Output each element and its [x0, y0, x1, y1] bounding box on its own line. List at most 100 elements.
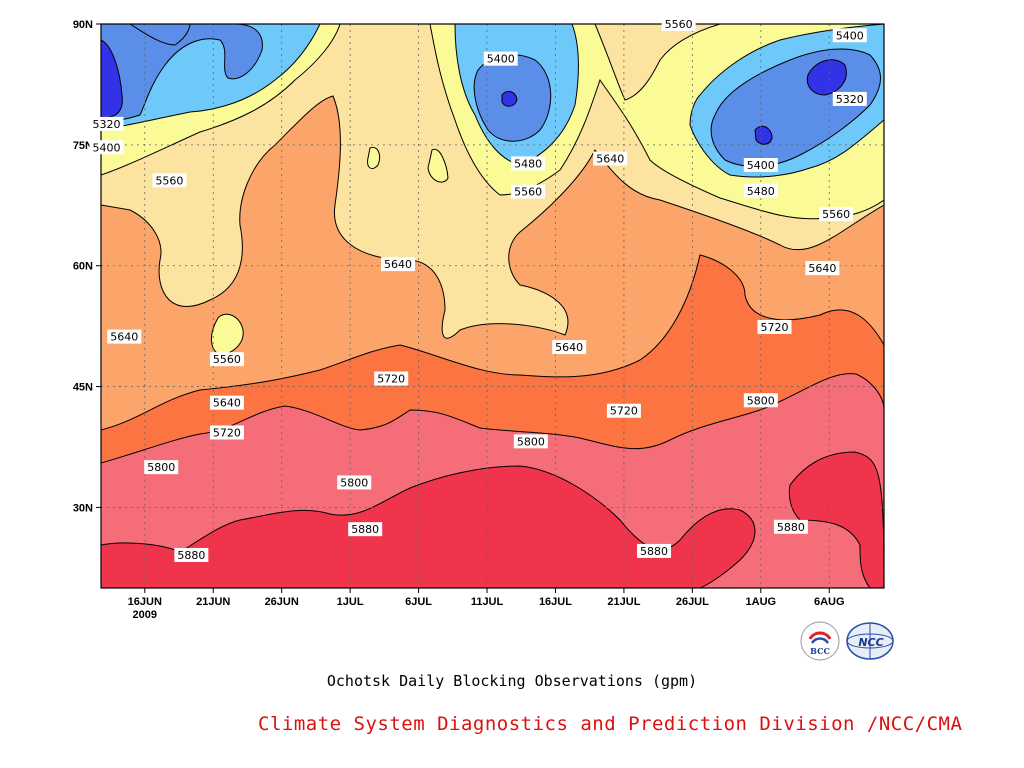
fill-above-5880: [101, 452, 884, 588]
contour-line: [101, 373, 884, 588]
bcc-logo: BCC: [800, 621, 840, 661]
fill-5320-5400: [101, 24, 881, 167]
contour-label: 5560: [661, 17, 696, 31]
contour-label-bg: [483, 51, 518, 66]
contour-label-text: 5880: [351, 523, 379, 536]
x-tick-label: 16JUN: [128, 596, 162, 608]
contour-label-bg: [832, 28, 867, 43]
contour-label: 5400: [832, 28, 867, 43]
contour-label-bg: [552, 340, 587, 355]
contour-label-text: 5800: [147, 461, 175, 474]
contour-label-bg: [805, 261, 840, 276]
contour-label-text: 5480: [747, 185, 775, 198]
contour-label: 5640: [381, 257, 416, 272]
y-tick-label: 45N: [73, 382, 93, 394]
contour-line: [101, 39, 847, 145]
contour-label-text: 5800: [747, 394, 775, 407]
contour-label-text: 5640: [384, 258, 412, 271]
y-axis: 30N 45N 60N 75N 90N: [73, 19, 101, 514]
contour-label-bg: [337, 475, 372, 490]
contour-label: 5320: [89, 116, 124, 131]
y-tick-label: 75N: [73, 140, 93, 152]
contour-fills: [101, 24, 884, 588]
fill-5480-5560: [101, 24, 884, 355]
contour-label-bg: [89, 116, 124, 131]
contour-label: 5560: [819, 207, 854, 222]
contour-label-bg: [743, 393, 778, 408]
contour-label: 5640: [209, 395, 244, 410]
contour-label-bg: [348, 522, 383, 537]
contour-label-bg: [152, 173, 187, 188]
contour-label-text: 5640: [555, 341, 583, 354]
contour-label: 5640: [107, 329, 142, 344]
contour-label: 5880: [773, 519, 808, 534]
contour-label-bg: [107, 329, 142, 344]
gridlines: [101, 24, 884, 588]
contour-label-bg: [757, 319, 792, 334]
x-tick-label: 16JUL: [539, 596, 572, 608]
contour-labels: 5320 5400 5560 5640 5560 5640 5720 5800 5880 5640…: [89, 17, 867, 562]
y-tick-label: 60N: [73, 261, 93, 273]
contour-label: 5800: [743, 393, 778, 408]
contour-label-text: 5560: [213, 353, 241, 366]
y-tick-label: 90N: [73, 19, 93, 31]
contour-label: 5480: [511, 156, 546, 171]
x-tick-label: 6AUG: [814, 596, 845, 608]
contour-label-bg: [606, 403, 641, 418]
contour-label-text: 5880: [177, 549, 205, 562]
contour-label-bg: [511, 156, 546, 171]
x-tick-label: 21JUN: [196, 596, 230, 608]
ncc-logo: NCC: [846, 622, 894, 660]
contour-line: [101, 95, 884, 588]
contour-label-bg: [144, 460, 179, 475]
contour-label: 5720: [374, 371, 409, 386]
contour-label-text: 5640: [596, 153, 624, 166]
contour-label-bg: [773, 519, 808, 534]
contour-label: 5720: [757, 319, 792, 334]
contour-label-bg: [381, 257, 416, 272]
contour-label: 5640: [552, 340, 587, 355]
contour-label-text: 5640: [213, 397, 241, 410]
contour-label-text: 5400: [487, 53, 515, 66]
contour-label-bg: [743, 183, 778, 198]
contour-label-text: 5720: [610, 405, 638, 418]
contour-label-bg: [374, 371, 409, 386]
contour-label: 5800: [513, 434, 548, 449]
contour-label-bg: [89, 140, 124, 155]
x-year-label: 2009: [133, 609, 157, 621]
contour-label-text: 5400: [836, 29, 864, 42]
contour-label: 5880: [637, 543, 672, 558]
contour-label: 5640: [805, 261, 840, 276]
contour-label-bg: [209, 425, 244, 440]
contour-label: 5880: [174, 547, 209, 562]
contour-label-text: 5880: [777, 521, 805, 534]
contour-label-bg: [209, 395, 244, 410]
contour-label-text: 5560: [155, 174, 183, 187]
contour-label: 5480: [743, 183, 778, 198]
contour-label-text: 5560: [822, 208, 850, 221]
contour-label-bg: [832, 91, 867, 106]
contour-label-text: 5400: [747, 159, 775, 172]
x-tick-label: 1JUL: [337, 596, 364, 608]
contour-label-text: 5480: [514, 157, 542, 170]
contour-label: 5800: [337, 475, 372, 490]
contour-label-text: 5720: [760, 321, 788, 334]
x-tick-label: 6JUL: [405, 596, 432, 608]
contour-label-text: 5320: [92, 118, 120, 131]
contour-label: 5720: [209, 425, 244, 440]
credit-text: Climate System Diagnostics and Predictio…: [258, 713, 963, 735]
contour-label-bg: [661, 17, 696, 31]
contour-label-bg: [743, 158, 778, 172]
contour-label: 5400: [483, 51, 518, 66]
contour-label-bg: [209, 352, 244, 367]
plot-frame: [100, 23, 885, 589]
contour-label-bg: [593, 151, 628, 166]
contour-label: 5560: [511, 184, 546, 199]
x-axis: 16JUN 21JUN 26JUN 1JUL 6JUL 11JUL 16JUL 21JUL 26…: [128, 588, 845, 621]
contour-label: 5320: [832, 91, 867, 106]
contour-label: 5560: [209, 352, 244, 367]
x-tick-label: 21JUL: [607, 596, 640, 608]
contour-label-text: 5800: [517, 435, 545, 448]
contour-label-text: 5640: [110, 331, 138, 344]
